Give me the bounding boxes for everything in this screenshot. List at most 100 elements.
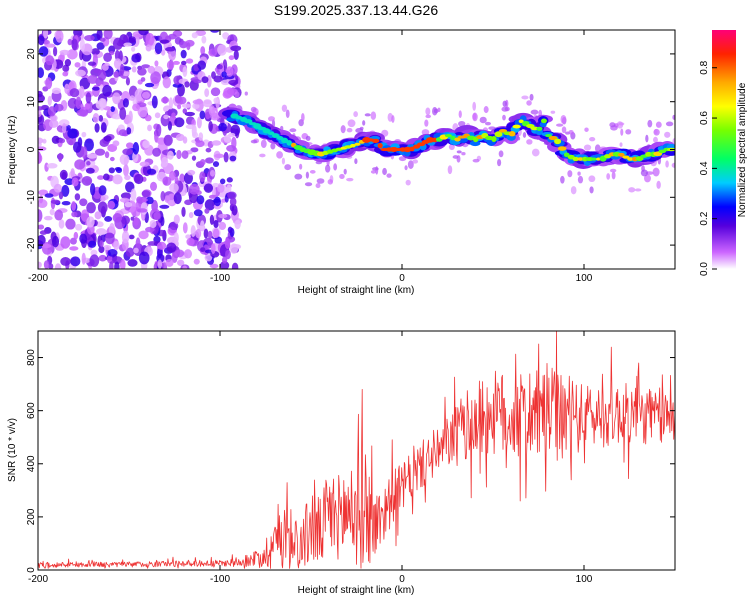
faint-blob: [276, 151, 283, 159]
noise-blob: [222, 32, 230, 40]
faint-blob: [577, 175, 584, 184]
ridge-core: [491, 136, 497, 142]
ridge-core: [585, 157, 594, 162]
faint-blob: [530, 109, 539, 115]
faint-blob: [652, 167, 660, 177]
noise-blob: [227, 191, 237, 200]
faint-blob: [618, 122, 625, 126]
noise-blob: [86, 161, 91, 166]
noise-blob: [70, 256, 81, 267]
noise-blob: [74, 159, 86, 170]
noise-blob: [211, 71, 216, 80]
noise-blob: [226, 144, 236, 152]
faint-blob: [407, 160, 414, 169]
noise-blob: [39, 195, 44, 204]
noise-blob: [114, 261, 120, 269]
noise-blob: [71, 38, 78, 51]
noise-blob: [185, 58, 194, 64]
noise-blob: [177, 96, 187, 105]
noise-blob: [58, 138, 66, 144]
noise-blob: [98, 254, 107, 262]
faint-blob: [501, 106, 509, 112]
noise-blob: [104, 216, 113, 222]
ridge-core: [512, 124, 521, 129]
faint-blob: [354, 158, 358, 165]
noise-blob: [119, 154, 130, 165]
noise-blob: [197, 60, 207, 70]
noise-blob: [168, 97, 173, 110]
noise-blob: [81, 146, 88, 160]
faint-blob: [497, 158, 502, 167]
faint-blob: [647, 119, 653, 128]
noise-blob: [201, 76, 209, 84]
ridge-core: [627, 157, 634, 161]
noise-blob: [165, 258, 174, 267]
noise-blob: [181, 206, 186, 218]
faint-blob: [458, 110, 462, 118]
noise-blob: [226, 184, 232, 194]
faint-blob: [432, 107, 438, 116]
noise-blob: [223, 151, 229, 163]
noise-blob: [208, 194, 217, 199]
noise-blob: [81, 175, 93, 186]
noise-blob: [44, 193, 54, 198]
noise-blob: [96, 30, 103, 41]
noise-blob: [210, 243, 216, 254]
faint-blob: [375, 166, 379, 175]
noise-blob: [195, 228, 202, 239]
noise-blob: [113, 240, 120, 250]
noise-blob: [192, 103, 200, 110]
noise-blob: [46, 163, 58, 169]
noise-blob: [173, 192, 182, 205]
noise-blob: [165, 47, 176, 52]
noise-blob: [141, 64, 151, 69]
noise-blob: [230, 45, 242, 52]
noise-blob: [48, 263, 54, 269]
noise-blob: [74, 62, 81, 68]
noise-blob: [203, 228, 209, 239]
noise-blob: [204, 88, 210, 98]
noise-blob: [58, 119, 70, 127]
faint-blob: [526, 139, 533, 145]
faint-blob: [568, 129, 574, 135]
snr-ytick-label: 400: [26, 455, 37, 472]
noise-blob: [218, 122, 227, 132]
ridge-core: [545, 134, 552, 138]
noise-blob: [182, 136, 188, 144]
noise-blob: [109, 261, 114, 269]
colorbar-axes: 0.0 0.2 0.4 0.6 0.8: [699, 60, 717, 276]
noise-blob: [69, 246, 79, 251]
faint-blob: [425, 107, 431, 116]
noise-blob: [154, 42, 163, 55]
noise-blob: [133, 173, 144, 185]
noise-blob: [209, 30, 220, 33]
noise-blob: [71, 201, 77, 211]
noise-blob: [200, 247, 206, 253]
noise-blob: [231, 262, 239, 269]
noise-blob: [98, 245, 105, 254]
noise-blob: [227, 132, 236, 138]
heatmap-frame: [37, 29, 676, 270]
faint-blob: [250, 139, 258, 144]
noise-blob: [49, 208, 55, 216]
noise-blob: [175, 133, 185, 142]
noise-blob: [67, 49, 78, 60]
noise-blob: [64, 178, 75, 186]
noise-blob: [128, 110, 133, 123]
noise-blob: [75, 96, 82, 110]
noise-blob: [204, 199, 216, 211]
ridge-core: [377, 143, 383, 149]
colorbar-tick-label: 0.8: [699, 60, 710, 74]
noise-blob: [208, 48, 218, 57]
faint-blob: [281, 104, 288, 112]
heatmap-ytick-label: 20: [26, 48, 37, 60]
noise-blob: [145, 196, 154, 205]
noise-blob: [186, 237, 195, 246]
faint-blob: [299, 163, 303, 170]
faint-blob: [294, 173, 303, 180]
snr-ytick-label: 0: [26, 567, 37, 573]
noise-blob: [96, 42, 105, 50]
noise-blob: [128, 36, 136, 43]
